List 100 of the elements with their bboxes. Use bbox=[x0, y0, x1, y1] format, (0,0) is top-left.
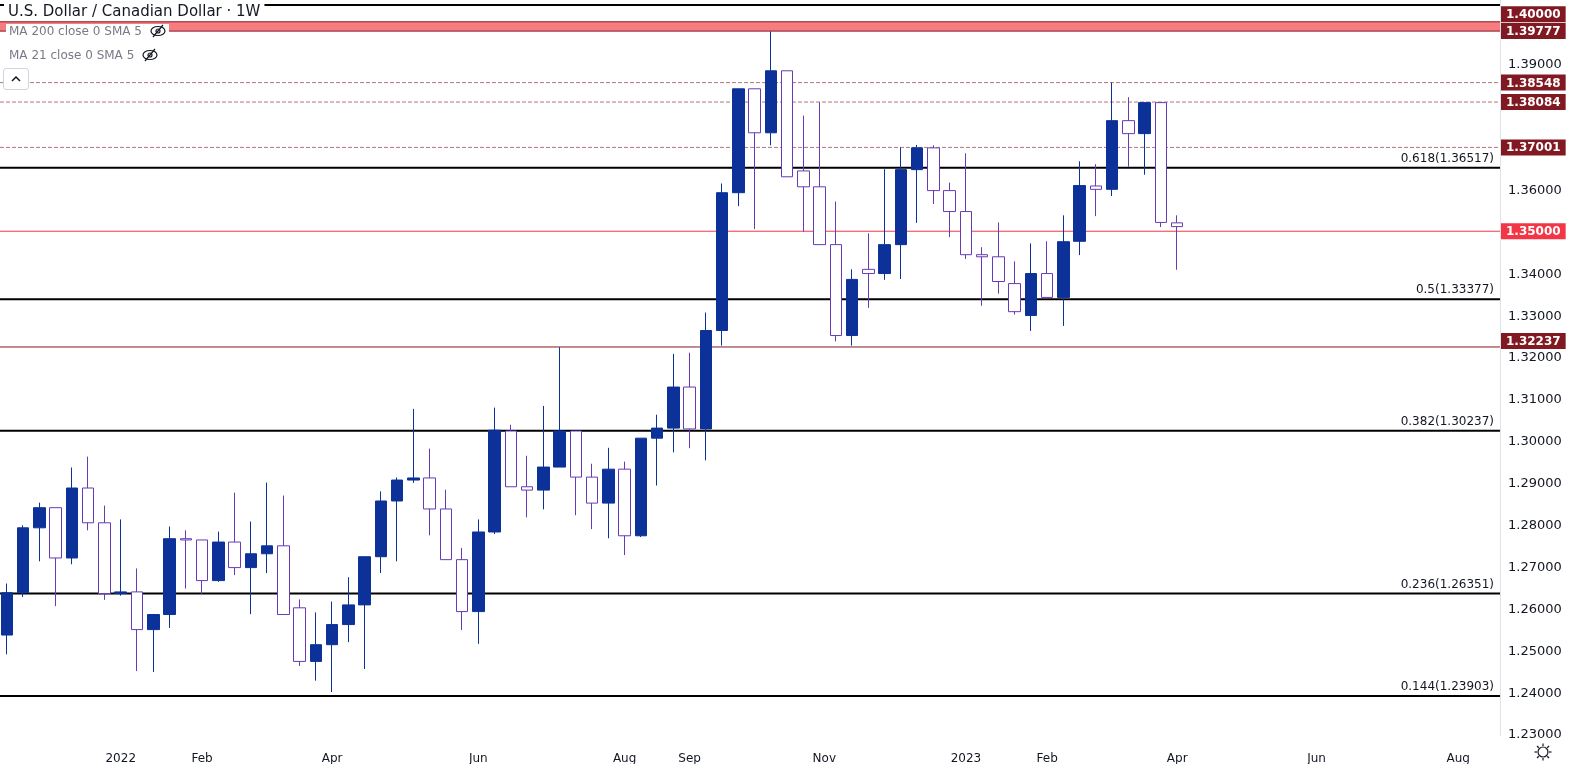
y-tick-label: 1.23000 bbox=[1508, 726, 1562, 742]
candlestick bbox=[911, 144, 923, 224]
ref-line-label: 0.382(1.30237) bbox=[1400, 413, 1494, 428]
candlestick bbox=[277, 495, 290, 616]
x-tick-label: Apr bbox=[321, 751, 343, 764]
candlestick bbox=[732, 88, 745, 207]
x-tick-label: Jun bbox=[1306, 751, 1326, 764]
x-tick-label: Aug bbox=[1446, 751, 1470, 764]
ref-line-label: 0.144(1.23903) bbox=[1400, 679, 1494, 694]
x-tick-label: 2022 bbox=[105, 751, 137, 764]
candlestick bbox=[781, 70, 793, 178]
candlestick bbox=[602, 447, 615, 539]
candlestick bbox=[765, 30, 777, 146]
y-tick-label: 1.39000 bbox=[1508, 56, 1562, 72]
candlestick bbox=[976, 246, 988, 307]
candlestick bbox=[830, 200, 842, 342]
candlestick bbox=[895, 146, 907, 280]
x-tick-label: Sep bbox=[678, 751, 701, 764]
ref-line-label: 1.38548 bbox=[1506, 75, 1561, 90]
x-tick-label: 2023 bbox=[950, 751, 982, 764]
annotation: MA 21 close 0 SMA 5 bbox=[9, 48, 135, 62]
candlestick bbox=[212, 531, 225, 583]
candlestick bbox=[472, 518, 485, 645]
candlestick bbox=[1171, 214, 1183, 271]
candlestick bbox=[407, 408, 420, 484]
candlestick bbox=[98, 505, 111, 601]
candlestick bbox=[635, 437, 647, 538]
ref-line-label: 0.5(1.33377) bbox=[1415, 282, 1494, 297]
candlestick bbox=[114, 518, 127, 597]
candlestick bbox=[1025, 242, 1037, 332]
candlestick bbox=[1122, 96, 1135, 168]
y-tick-label: 1.30000 bbox=[1508, 433, 1562, 449]
candlestick bbox=[667, 353, 680, 453]
candlestick bbox=[1106, 82, 1118, 197]
y-tick-label: 1.32000 bbox=[1508, 349, 1562, 365]
ref-line-label: 1.40000 bbox=[1506, 7, 1561, 22]
candlestick bbox=[310, 611, 322, 682]
candlestick bbox=[375, 490, 387, 574]
x-tick-label: Apr bbox=[1166, 751, 1188, 764]
candlestick bbox=[1138, 101, 1151, 176]
candlestick bbox=[342, 576, 355, 643]
candlestick bbox=[1090, 163, 1102, 217]
candlestick bbox=[716, 182, 728, 347]
candlestick bbox=[813, 101, 826, 246]
candlestick bbox=[1073, 160, 1086, 256]
candlestick bbox=[1008, 260, 1021, 316]
candlestick bbox=[1155, 101, 1167, 228]
candlestick bbox=[358, 556, 371, 670]
ref-line-label: 1.35000 bbox=[1506, 224, 1561, 239]
candlestick bbox=[326, 601, 338, 693]
candlestick bbox=[618, 461, 631, 556]
y-tick-label: 1.26000 bbox=[1508, 600, 1562, 616]
candlestick bbox=[943, 182, 956, 238]
candlestick bbox=[147, 614, 160, 673]
x-tick-label: Feb bbox=[191, 751, 213, 764]
y-tick-label: 1.36000 bbox=[1508, 181, 1562, 197]
ref-line-label: 0.236(1.26351) bbox=[1400, 576, 1494, 591]
candlestick bbox=[505, 424, 517, 488]
candlestick bbox=[651, 414, 663, 486]
candlestick bbox=[1, 583, 13, 655]
candlestick bbox=[163, 526, 176, 629]
ref-line-label: 1.39777 bbox=[1506, 24, 1561, 39]
y-tick-label: 1.27000 bbox=[1508, 558, 1562, 574]
candlestick bbox=[391, 477, 403, 562]
candlestick bbox=[521, 455, 533, 518]
candlestick bbox=[49, 507, 62, 607]
candlestick bbox=[66, 466, 78, 565]
x-tick-label: Aug bbox=[612, 751, 637, 764]
candlestick bbox=[261, 482, 273, 574]
candlestick bbox=[862, 232, 875, 309]
annotation: MA 200 close 0 SMA 5 bbox=[9, 24, 142, 38]
candlestick bbox=[537, 405, 550, 510]
x-tick-label: Jun bbox=[467, 751, 488, 764]
chart-title: U.S. Dollar / Canadian Dollar · 1W bbox=[8, 1, 261, 20]
y-tick-label: 1.31000 bbox=[1508, 391, 1562, 407]
candlestick bbox=[1041, 240, 1053, 300]
y-tick-label: 1.34000 bbox=[1508, 265, 1562, 281]
ref-line-label: 1.37001 bbox=[1506, 140, 1561, 155]
candlestick bbox=[196, 539, 208, 595]
candlestick bbox=[82, 456, 94, 531]
ref-line-label: 0.618(1.36517) bbox=[1400, 150, 1494, 165]
y-tick-label: 1.33000 bbox=[1508, 307, 1562, 323]
candlestick bbox=[586, 463, 598, 530]
candlestick bbox=[846, 268, 858, 347]
candlestick bbox=[228, 492, 241, 576]
candlestick bbox=[878, 168, 891, 281]
y-tick-label: 1.24000 bbox=[1508, 684, 1562, 700]
x-tick-label: Nov bbox=[812, 751, 837, 764]
ref-line-label: 1.32237 bbox=[1506, 333, 1561, 348]
candlestick bbox=[553, 346, 566, 468]
candlestick bbox=[33, 502, 46, 562]
candlestick bbox=[423, 448, 436, 536]
candlestick bbox=[700, 312, 712, 461]
candlestick bbox=[440, 489, 452, 561]
candlestick bbox=[131, 567, 143, 672]
candlestick bbox=[570, 430, 582, 516]
candlestick bbox=[960, 152, 972, 260]
candlestick bbox=[992, 221, 1005, 295]
candlestick bbox=[797, 115, 810, 233]
candlestick bbox=[927, 144, 940, 205]
